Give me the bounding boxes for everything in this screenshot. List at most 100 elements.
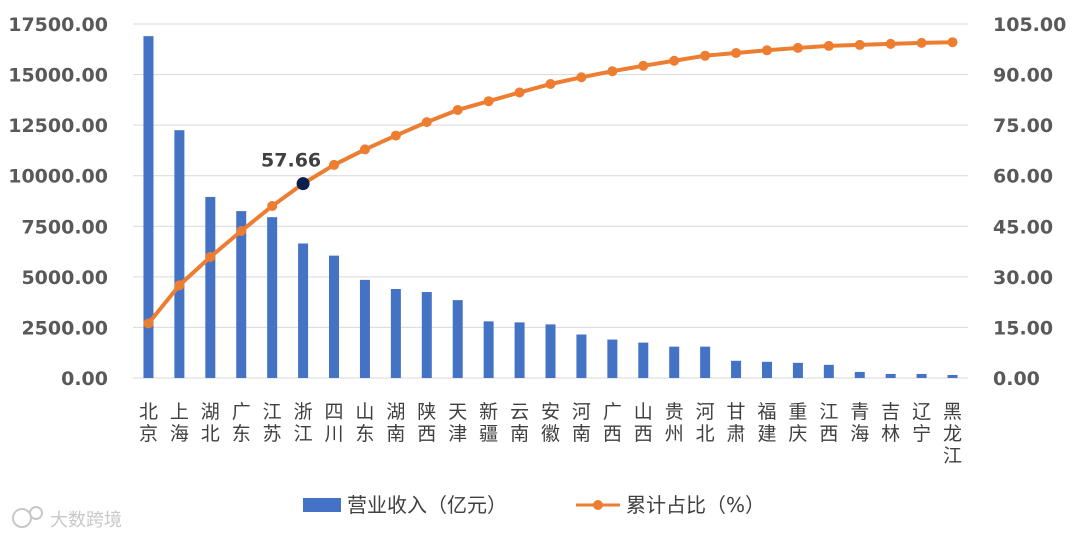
category-label: 辽宁 bbox=[912, 401, 931, 445]
bar bbox=[298, 243, 309, 378]
category-label: 新疆 bbox=[479, 401, 498, 445]
bar bbox=[669, 346, 680, 378]
line-point bbox=[514, 87, 525, 98]
line-point bbox=[174, 280, 185, 291]
bar bbox=[143, 36, 154, 378]
bar bbox=[947, 374, 958, 378]
category-label: 浙江 bbox=[294, 401, 313, 445]
category-labels: 北京上海湖北广东江苏浙江四川山东湖南陕西天津新疆云南安徽河南广西山西贵州河北甘肃… bbox=[139, 401, 962, 467]
left-tick-label: 10000.00 bbox=[8, 166, 108, 188]
bar bbox=[514, 322, 525, 378]
right-tick-label: 75.00 bbox=[993, 115, 1053, 137]
line-point bbox=[143, 318, 154, 329]
bar bbox=[421, 292, 432, 378]
left-tick-label: 5000.00 bbox=[21, 267, 108, 289]
line-point bbox=[267, 201, 278, 212]
bar bbox=[576, 334, 587, 378]
bar bbox=[823, 364, 834, 378]
legend-line-marker bbox=[593, 500, 603, 510]
category-label: 山东 bbox=[355, 401, 374, 445]
bar bbox=[329, 255, 340, 378]
bar bbox=[359, 279, 370, 378]
left-tick-label: 15000.00 bbox=[8, 65, 108, 87]
watermark-text: 大数跨境 bbox=[50, 510, 122, 531]
bar bbox=[174, 130, 185, 378]
line-point bbox=[761, 45, 772, 56]
line-point bbox=[576, 72, 587, 83]
line-point bbox=[947, 37, 958, 48]
line-point bbox=[731, 47, 742, 58]
watermark-logo-icon bbox=[12, 508, 32, 528]
bar bbox=[700, 346, 711, 378]
category-label: 湖南 bbox=[386, 401, 405, 445]
line-point bbox=[885, 38, 896, 49]
legend-bar-swatch bbox=[303, 498, 341, 512]
category-label: 广东 bbox=[232, 401, 251, 445]
category-label: 贵州 bbox=[665, 401, 684, 445]
bar bbox=[545, 324, 556, 378]
legend-line-label: 累计占比（%） bbox=[626, 493, 765, 517]
legend-bar-label: 营业收入（亿元） bbox=[347, 493, 507, 517]
annotation: 57.66 bbox=[261, 150, 321, 172]
category-label: 四川 bbox=[325, 401, 344, 445]
bar bbox=[267, 217, 278, 378]
line-point bbox=[607, 66, 618, 77]
category-label: 湖北 bbox=[201, 401, 220, 445]
category-label: 广西 bbox=[603, 401, 622, 445]
line-point bbox=[236, 226, 247, 237]
category-label: 青海 bbox=[850, 401, 869, 445]
category-label: 甘肃 bbox=[727, 401, 746, 445]
bar bbox=[792, 362, 803, 378]
line-point bbox=[390, 130, 401, 141]
right-tick-label: 15.00 bbox=[993, 317, 1053, 339]
line-point bbox=[823, 40, 834, 51]
line-point bbox=[916, 37, 927, 48]
line-point bbox=[205, 251, 216, 262]
left-axis: 0.00 2500.00 5000.00 7500.00 10000.00 12500.0… bbox=[8, 14, 108, 390]
right-axis: 0.00 15.00 30.00 45.00 60.00 75.00 90.00 105.00 bbox=[993, 14, 1066, 390]
left-tick-label: 2500.00 bbox=[21, 317, 108, 339]
line-point bbox=[452, 104, 463, 115]
category-label: 云南 bbox=[510, 401, 529, 445]
left-tick-label: 7500.00 bbox=[21, 216, 108, 238]
category-label: 上海 bbox=[170, 401, 189, 445]
bar bbox=[452, 300, 463, 378]
category-label: 天津 bbox=[448, 401, 467, 445]
line-point bbox=[329, 159, 340, 170]
line-point bbox=[700, 50, 711, 61]
bar bbox=[205, 196, 216, 378]
line-point bbox=[359, 144, 370, 155]
category-label: 山西 bbox=[634, 401, 653, 445]
bar bbox=[761, 361, 772, 378]
line-point bbox=[854, 39, 865, 50]
left-tick-label: 17500.00 bbox=[8, 14, 108, 36]
line-point bbox=[638, 60, 649, 71]
category-label: 安徽 bbox=[541, 401, 560, 445]
bar bbox=[236, 211, 247, 378]
annotation-label: 57.66 bbox=[261, 150, 321, 172]
bar bbox=[916, 373, 927, 378]
category-label: 黑龙江 bbox=[943, 401, 962, 467]
bar bbox=[483, 321, 494, 378]
right-tick-label: 45.00 bbox=[993, 216, 1053, 238]
category-label: 陕西 bbox=[417, 401, 436, 445]
line-point bbox=[545, 79, 556, 90]
right-tick-label: 90.00 bbox=[993, 65, 1053, 87]
category-label: 重庆 bbox=[788, 401, 807, 445]
category-label: 北京 bbox=[139, 401, 158, 445]
bar bbox=[854, 371, 865, 378]
left-tick-label: 0.00 bbox=[61, 368, 108, 390]
bar bbox=[607, 339, 618, 378]
right-tick-label: 105.00 bbox=[993, 14, 1066, 36]
right-tick-label: 60.00 bbox=[993, 166, 1053, 188]
category-label: 吉林 bbox=[881, 401, 900, 445]
category-label: 江西 bbox=[819, 401, 838, 445]
bar-series bbox=[143, 36, 958, 378]
line-series bbox=[143, 37, 958, 329]
line-point bbox=[483, 96, 494, 107]
right-tick-label: 0.00 bbox=[993, 368, 1040, 390]
line-point bbox=[669, 55, 680, 66]
left-tick-label: 12500.00 bbox=[8, 115, 108, 137]
watermark: 大数跨境 bbox=[12, 506, 122, 531]
